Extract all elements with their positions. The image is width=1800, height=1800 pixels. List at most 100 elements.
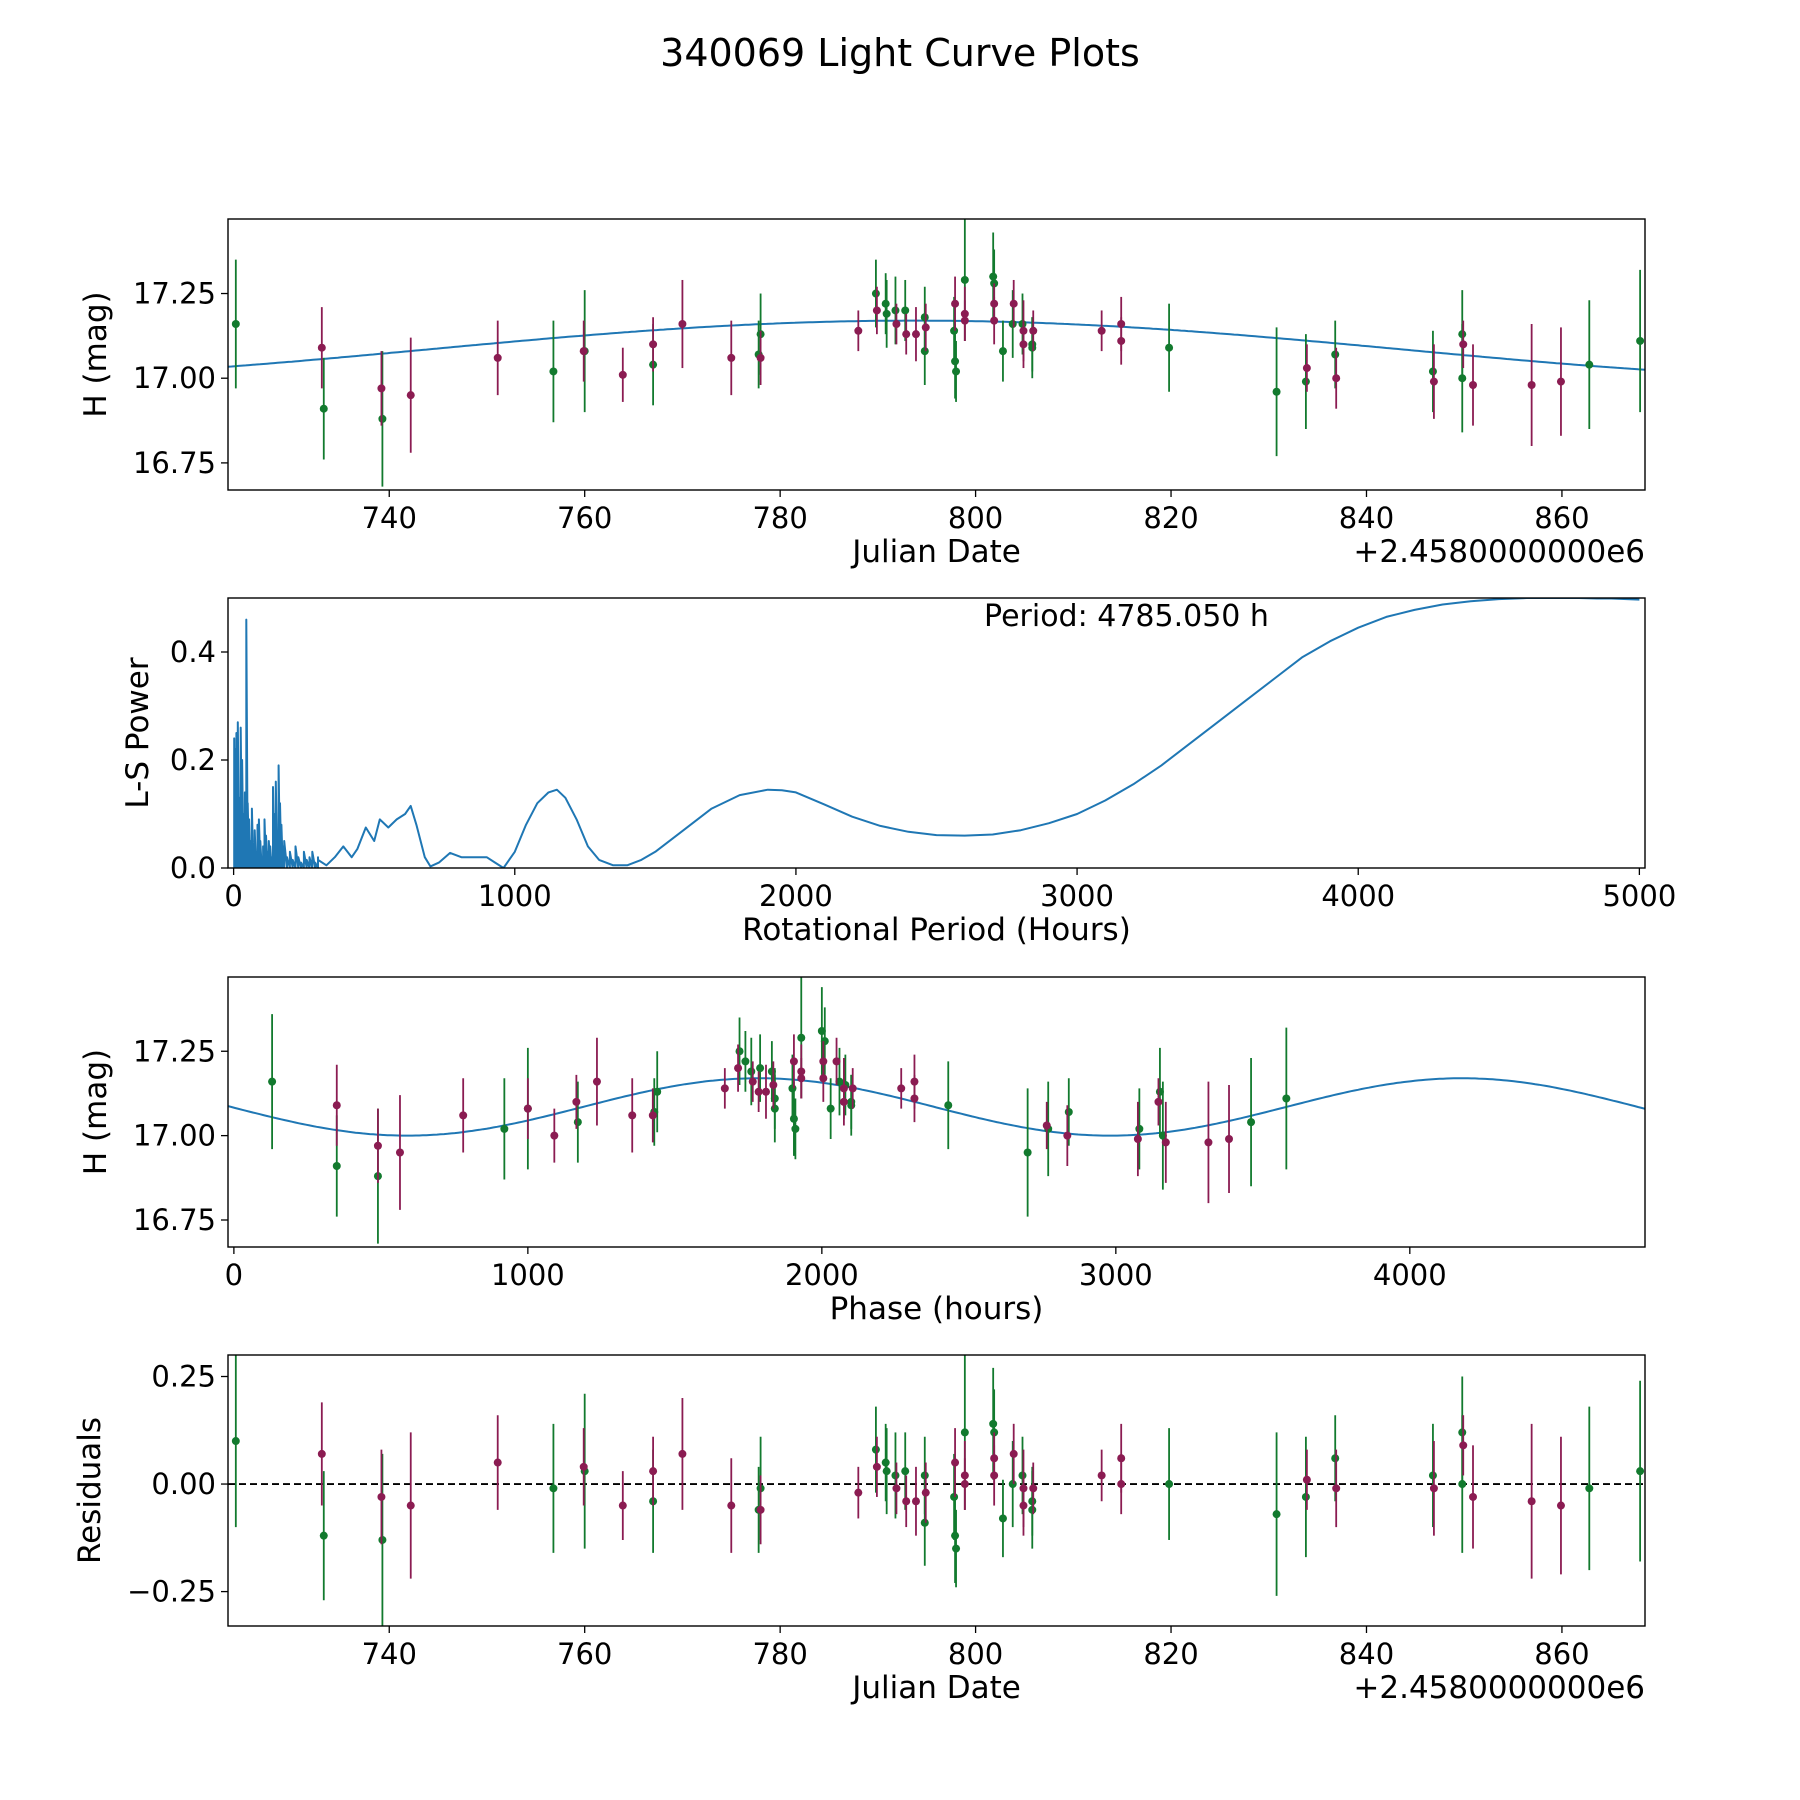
data-point — [1301, 377, 1310, 386]
data-point — [1428, 367, 1437, 376]
data-point — [378, 414, 387, 423]
data-point — [1019, 1501, 1028, 1510]
data-point — [960, 275, 969, 284]
data-point — [911, 1497, 920, 1506]
series-maroon — [317, 276, 1565, 453]
data-point — [832, 1057, 841, 1066]
data-point — [1332, 1484, 1341, 1493]
data-point — [1135, 1124, 1144, 1133]
data-point — [854, 1488, 863, 1497]
data-point — [882, 1467, 891, 1476]
data-point — [1458, 374, 1467, 383]
y-tick-label: −0.25 — [127, 1575, 216, 1609]
data-point — [377, 1492, 386, 1501]
data-point — [788, 1084, 797, 1093]
data-point — [881, 299, 890, 308]
data-point — [756, 1505, 765, 1514]
data-point — [1585, 360, 1594, 369]
data-point — [951, 1458, 960, 1467]
data-point — [406, 1501, 415, 1510]
data-point — [897, 1084, 906, 1093]
data-point — [549, 367, 558, 376]
data-point — [990, 299, 999, 308]
x-tick-label: 760 — [557, 1637, 612, 1671]
x-tick-label: 820 — [1143, 501, 1198, 535]
data-point — [960, 1428, 969, 1437]
data-point — [741, 1057, 750, 1066]
data-point — [1133, 1135, 1142, 1143]
x-tick-label: 0 — [224, 879, 242, 913]
plot-area — [233, 598, 1640, 868]
data-point — [891, 306, 900, 315]
data-point — [1019, 340, 1028, 349]
data-point — [892, 320, 901, 329]
data-point — [1458, 1480, 1467, 1489]
x-tick-label: 740 — [362, 1637, 417, 1671]
data-point — [871, 289, 880, 298]
data-point — [618, 1501, 627, 1510]
x-tick-label: 860 — [1534, 501, 1589, 535]
figure-title: 340069 Light Curve Plots — [660, 31, 1140, 75]
period-annotation: Period: 4785.050 h — [984, 599, 1269, 634]
data-point — [854, 326, 863, 335]
data-point — [952, 367, 961, 376]
data-point — [735, 1047, 744, 1056]
data-point — [1097, 326, 1106, 335]
data-point — [592, 1077, 601, 1086]
data-point — [1301, 1492, 1310, 1501]
data-point — [678, 320, 687, 329]
y-tick-label: 17.25 — [133, 277, 216, 311]
data-point — [950, 1492, 959, 1501]
data-point — [1585, 1484, 1594, 1493]
data-point — [549, 1484, 558, 1493]
x-tick-label: 800 — [948, 501, 1003, 535]
periodogram-line — [233, 598, 1640, 868]
x-tick-label: 2000 — [785, 1258, 859, 1292]
data-point — [761, 1087, 770, 1096]
x-axis-label: Phase (hours) — [830, 1291, 1044, 1327]
data-point — [500, 1124, 509, 1133]
data-point — [902, 330, 911, 339]
data-point — [734, 1064, 743, 1073]
data-point — [1429, 377, 1438, 386]
data-point — [579, 347, 588, 356]
data-point — [871, 1445, 880, 1454]
data-point — [1469, 1492, 1478, 1501]
data-point — [1063, 1131, 1072, 1140]
data-point — [572, 1097, 581, 1106]
data-point — [649, 340, 658, 349]
x-tick-label: 860 — [1534, 1637, 1589, 1671]
data-point — [727, 353, 736, 362]
data-point — [523, 1104, 532, 1113]
x-tick-label: 800 — [948, 1637, 1003, 1671]
data-point — [910, 1077, 919, 1086]
plot-area — [228, 977, 1645, 1244]
data-point — [998, 347, 1007, 356]
x-tick-label: 840 — [1339, 501, 1394, 535]
data-point — [1165, 343, 1174, 352]
data-point — [579, 1462, 588, 1471]
data-point — [378, 1535, 387, 1544]
data-point — [911, 330, 920, 339]
data-point — [1459, 1441, 1468, 1450]
y-axis-label: Residuals — [72, 1417, 108, 1564]
data-point — [1158, 1131, 1167, 1140]
x-tick-label: 740 — [362, 501, 417, 535]
x-axis-label: Rotational Period (Hours) — [742, 912, 1131, 948]
data-point — [268, 1077, 277, 1086]
data-point — [847, 1097, 856, 1106]
data-point — [1042, 1121, 1051, 1130]
data-point — [789, 1114, 798, 1123]
data-point — [921, 323, 930, 332]
data-point — [882, 309, 891, 318]
y-axis-label: H (mag) — [78, 1049, 114, 1175]
data-point — [944, 1101, 953, 1110]
data-point — [1556, 1501, 1565, 1510]
data-point — [754, 1087, 763, 1096]
y-tick-label: 17.00 — [133, 361, 216, 395]
series-maroon — [332, 1034, 1234, 1210]
data-point — [1018, 320, 1027, 329]
model-fit-curve — [228, 1077, 1645, 1137]
data-point — [727, 1501, 736, 1510]
